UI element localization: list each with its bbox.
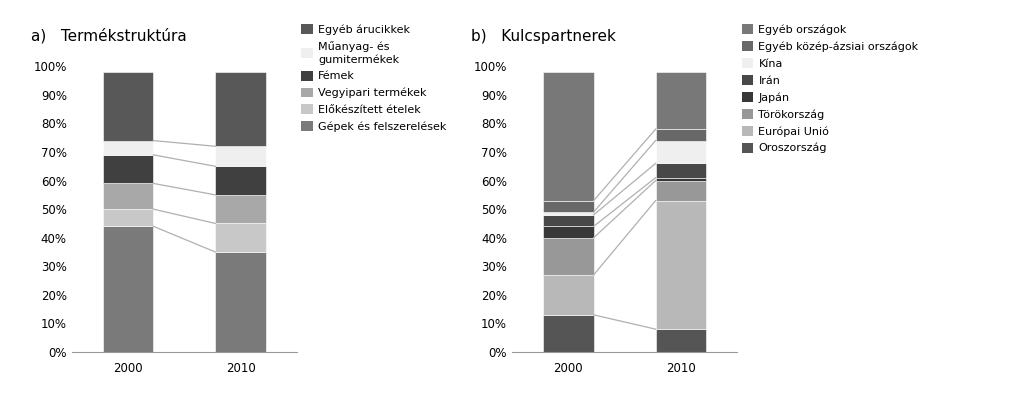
- Bar: [102, 209, 154, 226]
- Bar: [102, 72, 154, 140]
- Bar: [655, 72, 707, 129]
- Bar: [215, 146, 266, 166]
- Bar: [655, 164, 707, 178]
- Bar: [655, 329, 707, 352]
- Bar: [543, 200, 594, 212]
- Bar: [102, 155, 154, 184]
- Bar: [543, 275, 594, 315]
- Bar: [655, 180, 707, 200]
- Bar: [655, 129, 707, 140]
- Bar: [543, 315, 594, 352]
- Bar: [543, 72, 594, 200]
- Bar: [655, 200, 707, 329]
- Bar: [655, 178, 707, 180]
- Legend: Egyéb árucikkek, Műanyag- és
gumitermékek, Fémek, Vegyipari termékek, Előkészíte: Egyéb árucikkek, Műanyag- és gumiterméke…: [297, 20, 451, 136]
- Bar: [215, 166, 266, 195]
- Bar: [102, 140, 154, 155]
- Bar: [102, 226, 154, 352]
- Text: a)   Termékstruktúra: a) Termékstruktúra: [31, 28, 186, 44]
- Text: b)   Kulcspartnerek: b) Kulcspartnerek: [471, 29, 616, 44]
- Bar: [215, 224, 266, 252]
- Bar: [215, 72, 266, 146]
- Bar: [543, 212, 594, 215]
- Bar: [543, 226, 594, 238]
- Bar: [215, 195, 266, 224]
- Bar: [655, 140, 707, 164]
- Bar: [543, 238, 594, 275]
- Legend: Egyéb országok, Egyéb közép-ázsiai országok, Kína, Irán, Japán, Törökország, Eur: Egyéb országok, Egyéb közép-ázsiai orszá…: [737, 20, 923, 158]
- Bar: [102, 184, 154, 209]
- Bar: [215, 252, 266, 352]
- Bar: [543, 215, 594, 226]
